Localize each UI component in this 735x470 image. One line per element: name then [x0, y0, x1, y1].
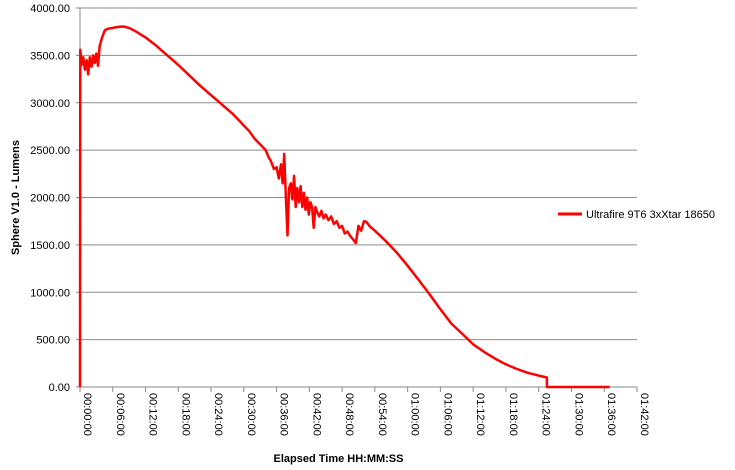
- x-axis-ticks: 00:00:00 00:06:00 00:12:00 00:18:00 00:24:00…: [79, 387, 650, 436]
- x-tick-label: 01:42:00: [638, 393, 650, 436]
- y-tick-label: 3000.00: [30, 98, 70, 110]
- x-tick-label: 01:00:00: [409, 393, 421, 436]
- x-tick-label: 01:30:00: [572, 393, 584, 436]
- x-tick-label: 00:06:00: [114, 393, 126, 436]
- x-tick-label: 00:48:00: [343, 393, 355, 436]
- x-tick-label: 01:36:00: [605, 393, 617, 436]
- grid-lines: [80, 7, 637, 341]
- y-tick-label: 4000.00: [30, 3, 70, 15]
- legend: Ultrafire 9T6 3xXtar 18650: [558, 209, 715, 221]
- series-layer: [78, 25, 610, 389]
- y-tick-label: 3500.00: [30, 50, 70, 62]
- x-tick-label: 01:24:00: [540, 393, 552, 436]
- y-tick-label: 0.00: [49, 382, 70, 394]
- x-tick-label: 00:00:00: [81, 393, 93, 436]
- x-tick-label: 00:42:00: [310, 393, 322, 436]
- y-tick-label: 500.00: [36, 335, 70, 347]
- x-tick-label: 00:24:00: [212, 393, 224, 436]
- y-tick-label: 1500.00: [30, 240, 70, 252]
- y-tick-label: 2000.00: [30, 193, 70, 205]
- x-tick-label: 00:54:00: [376, 393, 388, 436]
- x-tick-label: 01:18:00: [507, 393, 519, 436]
- x-axis-title: Elapsed Time HH:MM:SS: [274, 453, 404, 465]
- legend-label: Ultrafire 9T6 3xXtar 18650: [586, 209, 715, 221]
- x-tick-label: 01:12:00: [474, 393, 486, 436]
- y-tick-label: 2500.00: [30, 145, 70, 157]
- x-tick-label: 00:12:00: [147, 393, 159, 436]
- y-axis-ticks: 0.00 500.00 1000.00 1500.00 2000.00 2500.00 30…: [30, 3, 80, 394]
- y-axis-title: Sphere V1.0 - Lumens: [10, 140, 22, 255]
- y-tick-label: 1000.00: [30, 287, 70, 299]
- x-tick-label: 00:30:00: [245, 393, 257, 436]
- x-tick-label: 00:36:00: [278, 393, 290, 436]
- x-tick-label: 01:06:00: [441, 393, 453, 436]
- x-tick-label: 00:18:00: [179, 393, 191, 436]
- series-line: [78, 25, 610, 389]
